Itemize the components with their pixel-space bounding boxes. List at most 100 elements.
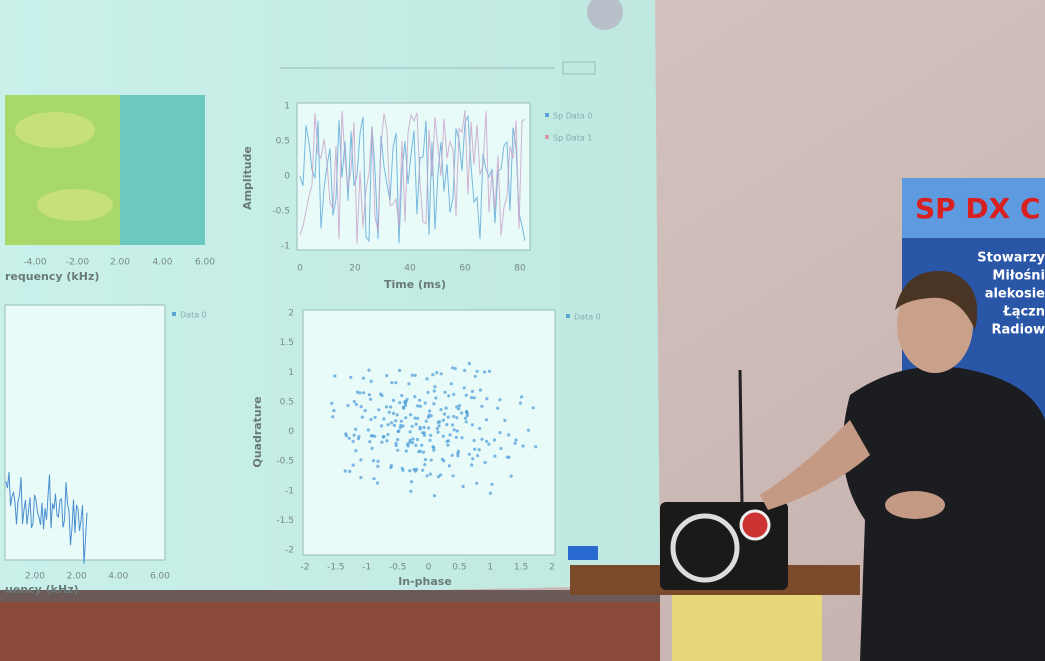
axis-label: uency (kHz) [5, 583, 79, 596]
scatter-dot [355, 403, 358, 406]
scatter-dot [484, 461, 487, 464]
scatter-dot [382, 435, 385, 438]
scatter-dot [514, 442, 517, 445]
scatter-dot [377, 408, 380, 411]
scatter-dot [356, 391, 359, 394]
scatter-dot [385, 374, 388, 377]
axis-label: In-phase [398, 575, 452, 588]
scatter-dot [471, 457, 474, 460]
scatter-dot [446, 444, 449, 447]
scatter-dot [443, 391, 446, 394]
x-tick-label: 4.00 [108, 572, 128, 582]
scatter-dot [466, 412, 469, 415]
scatter-dot [465, 394, 468, 397]
x-tick-label: 0 [426, 563, 432, 573]
scatter-dot [485, 418, 488, 421]
scatter-dot [411, 437, 414, 440]
y-tick-label: 1.5 [280, 338, 294, 348]
scatter-dot [456, 452, 459, 455]
y-tick-label: 0 [288, 427, 294, 437]
scatter-dot [485, 397, 488, 400]
device-indicator [741, 511, 769, 539]
screen-frame [0, 590, 660, 602]
scatter-dot [331, 415, 334, 418]
scatter-dot [405, 449, 408, 452]
scatter-dot [479, 389, 482, 392]
scatter-dot [437, 424, 440, 427]
scatter-dot [396, 449, 399, 452]
scatter-dot [483, 370, 486, 373]
scatter-dot [493, 455, 496, 458]
scatter-dot [520, 395, 523, 398]
scatter-dot [447, 394, 450, 397]
y-tick-label: 0.5 [276, 137, 290, 147]
scatter-dot [376, 465, 379, 468]
axis-label: Amplitude [241, 146, 254, 210]
table-front [672, 595, 822, 661]
scatter-dot [438, 420, 441, 423]
scatter-dot [348, 470, 351, 473]
scatter-dot [471, 423, 474, 426]
scatter-dot [386, 433, 389, 436]
scatter-dot [460, 436, 463, 439]
scatter-dot [398, 369, 401, 372]
scatter-dot [428, 409, 431, 412]
scatter-dot [443, 412, 446, 415]
scatter-dot [425, 474, 428, 477]
y-tick-label: -0.5 [272, 207, 290, 217]
x-tick-label: 60 [459, 264, 471, 274]
x-tick-label: 6.00 [195, 258, 215, 268]
x-tick-label: 2.00 [110, 258, 130, 268]
x-tick-label: 2.00 [67, 572, 87, 582]
scatter-dot [411, 441, 414, 444]
scatter-dot [392, 399, 395, 402]
scatter-dot [453, 428, 456, 431]
scatter-dot [416, 438, 419, 441]
scatter-dot [354, 449, 357, 452]
scatter-dot [439, 408, 442, 411]
scatter-dot [506, 455, 509, 458]
y-tick-label: 1 [284, 102, 290, 112]
scatter-dot [367, 428, 370, 431]
x-tick-label: 4.00 [152, 258, 172, 268]
scatter-dot [362, 391, 365, 394]
scatter-dot [442, 419, 445, 422]
scatter-dot [448, 433, 451, 436]
scatter-dot [419, 450, 422, 453]
scatter-dot [423, 463, 426, 466]
scatter-dot [468, 362, 471, 365]
scatter-dot [451, 423, 454, 426]
scatter-dot [430, 414, 433, 417]
scatter-dot [409, 490, 412, 493]
scatter-dot [496, 407, 499, 410]
scatter-dot [395, 442, 398, 445]
scatter-dot [450, 382, 453, 385]
scatter-dot [409, 413, 412, 416]
scatter-dot [396, 438, 399, 441]
scatter-dot [414, 444, 417, 447]
scatter-dot [407, 382, 410, 385]
scatter-dot [390, 381, 393, 384]
scatter-dot [451, 366, 454, 369]
scatter-dot [432, 402, 435, 405]
scatter-dot [463, 386, 466, 389]
scatter-dot [455, 436, 458, 439]
scatter-dot [471, 390, 474, 393]
legend-swatch [172, 312, 176, 316]
scatter-dot [360, 405, 363, 408]
scatter-dot [427, 416, 430, 419]
scatter-dot [433, 385, 436, 388]
scatter-dot [385, 405, 388, 408]
banner-text: Miłośni [992, 269, 1045, 284]
scatter-dot [382, 417, 385, 420]
scatter-dot [424, 401, 427, 404]
scatter-dot [399, 426, 402, 429]
x-tick-label: 0 [297, 264, 303, 274]
scatter-dot [362, 377, 365, 380]
banner-text: Radiow [992, 323, 1045, 338]
scatter-dot [415, 423, 418, 426]
scatter-dot [407, 444, 410, 447]
scatter-dot [416, 404, 419, 407]
scatter-dot [424, 458, 427, 461]
scatter-dot [357, 437, 360, 440]
